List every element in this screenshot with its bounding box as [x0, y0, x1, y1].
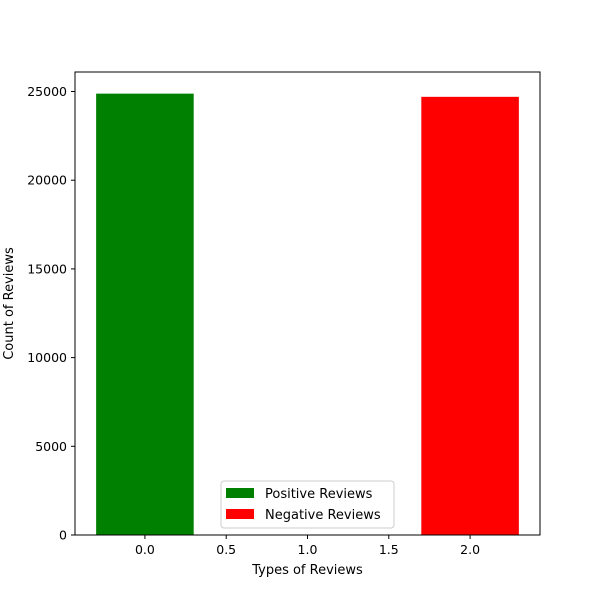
x-tick-label: 1.0: [298, 542, 318, 557]
y-tick-label: 25000: [27, 84, 67, 99]
x-tick-label: 0.5: [216, 542, 236, 557]
legend-label: Negative Reviews: [265, 508, 381, 523]
bars-layer: [96, 93, 519, 535]
y-tick-label: 10000: [27, 350, 67, 365]
x-tick-label: 1.5: [379, 542, 399, 557]
bar-positive-reviews: [96, 93, 194, 535]
x-tick-label: 2.0: [460, 542, 480, 557]
y-tick-label: 5000: [35, 439, 67, 454]
bar-negative-reviews: [421, 96, 519, 535]
x-axis-label: Types of Reviews: [251, 563, 363, 578]
x-axis-ticks: 0.0 0.5 1.0 1.5 2.0: [135, 535, 480, 557]
y-axis-ticks: 0 5000 10000 15000 20000 25000: [27, 84, 75, 543]
y-axis-label: Count of Reviews: [2, 247, 17, 360]
y-tick-label: 15000: [27, 261, 67, 276]
legend-swatch: [226, 488, 254, 498]
legend-entries: Positive Reviews Negative Reviews: [226, 487, 381, 523]
legend: Positive Reviews Negative Reviews: [220, 480, 395, 529]
legend-swatch: [226, 509, 254, 519]
x-tick-label: 0.0: [135, 542, 155, 557]
legend-box: [220, 480, 395, 529]
legend-label: Positive Reviews: [265, 487, 373, 502]
y-tick-label: 20000: [27, 173, 67, 188]
y-tick-label: 0: [59, 528, 67, 543]
